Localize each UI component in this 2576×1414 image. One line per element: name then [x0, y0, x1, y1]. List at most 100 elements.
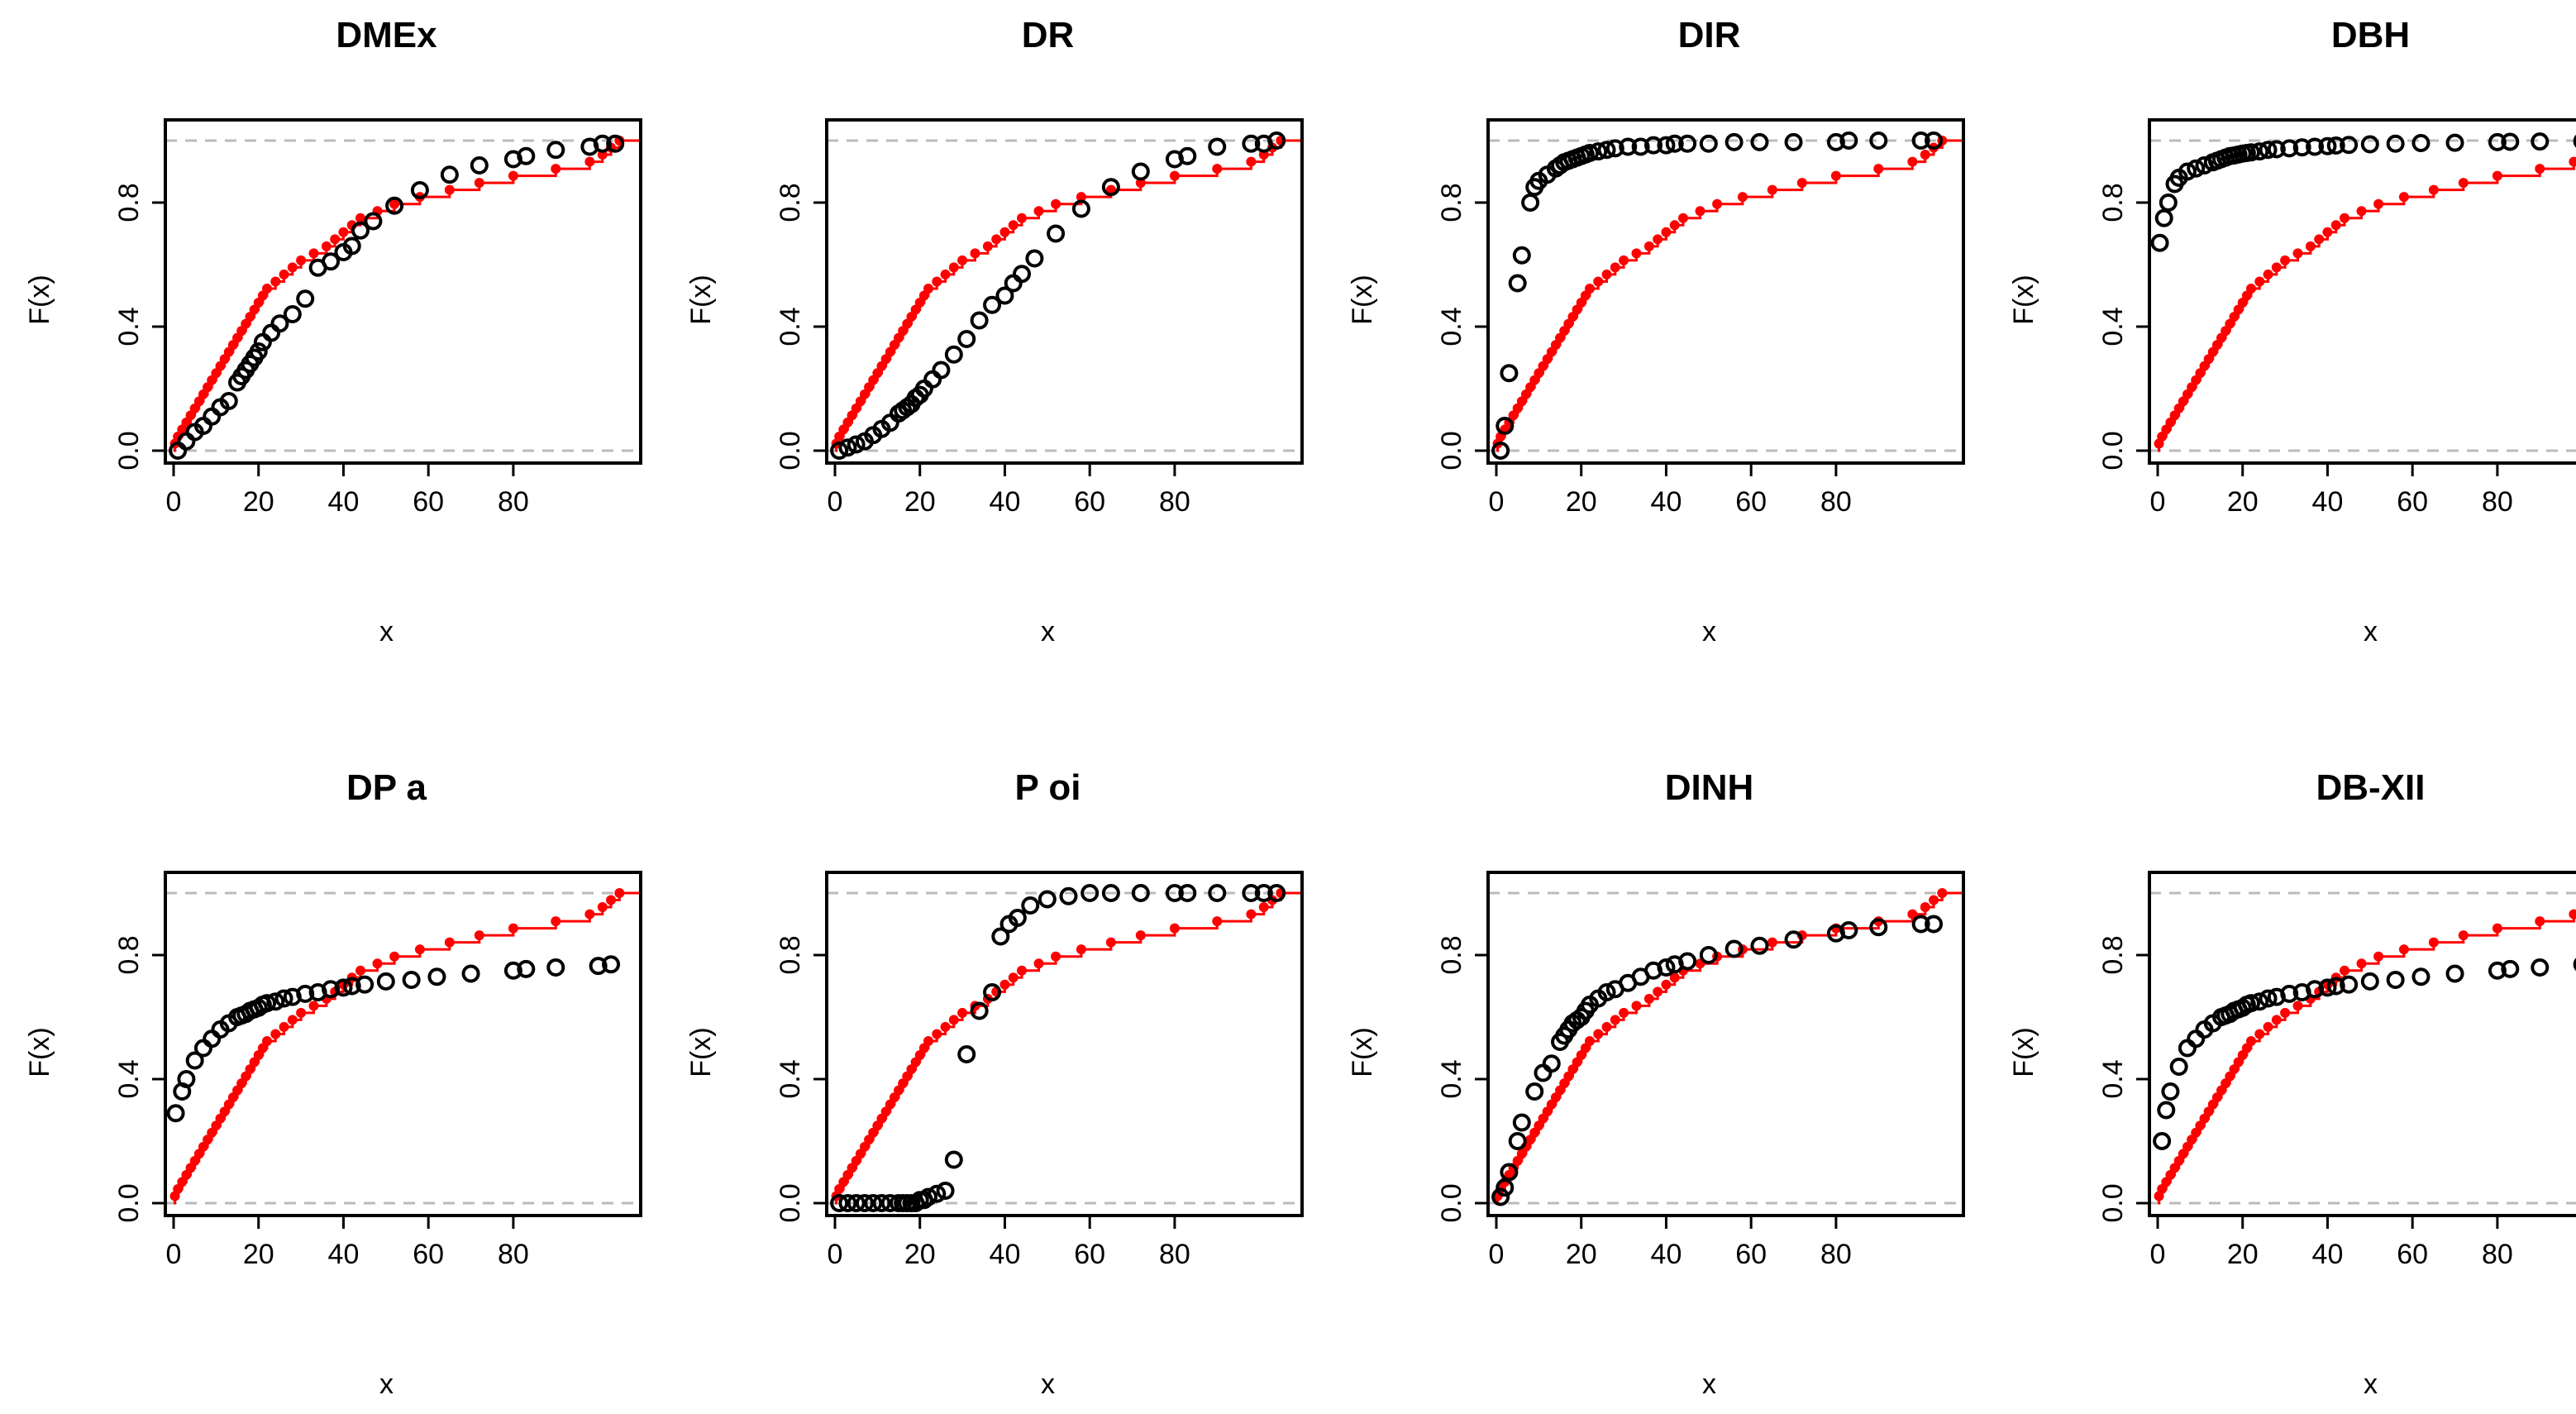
chart5-fitted-point-31: [1178, 884, 1197, 902]
chart4-empirical-point-39: [551, 916, 561, 927]
chart1-fitted-point-26: [1101, 178, 1120, 197]
chart1-x-tick-label-0: 0: [828, 486, 843, 518]
chart6-fitted-point-17: [1597, 983, 1616, 1001]
chart4-y-tick-label-1: 0.4: [113, 1059, 145, 1098]
chart6-fitted-point-24: [1678, 952, 1697, 971]
chart0-empirical-point-39: [551, 164, 561, 174]
chart6-fitted-point-6: [1534, 1063, 1553, 1082]
chart4-x-axis-label: x: [379, 1369, 394, 1400]
chart2-fitted-point-35: [1925, 131, 1944, 150]
chart7-panel: DB-XII 0 20 40 60 80 0.0 0.4 0.8 x F(x): [2008, 767, 2576, 1400]
chart4-empirical-point-23: [270, 1029, 281, 1039]
chart6-y-tick-label-2: 0.8: [1436, 935, 1467, 974]
chart3-empirical-point-33: [2356, 206, 2367, 217]
chart3-panel: DBH 0 20 40 60 80 0.0 0.4 0.8 x F(x): [2008, 15, 2576, 647]
chart7-empirical-point-33: [2356, 958, 2367, 969]
chart7-empirical-point-34: [2373, 951, 2384, 962]
chart5-panel: P oi 0 20 40 60 80 0.0 0.4 0.8 x F(x): [685, 767, 1304, 1400]
chart0-x-tick-label-4: 80: [498, 486, 529, 518]
chart5-fitted-point-5: [872, 1194, 891, 1212]
chart6-empirical-point-28: [1643, 993, 1654, 1004]
chart4-empirical-point-24: [279, 1021, 289, 1032]
chart6-fitted-point-31: [1869, 918, 1888, 937]
chart0-x-tick-label-0: 0: [166, 486, 182, 518]
chart1-x-axis-label: x: [1041, 616, 1055, 647]
chart3-fitted-point-34: [2573, 134, 2576, 148]
chart5-x-axis-label: x: [1041, 1369, 1055, 1400]
chart5-empirical-point-37: [1135, 930, 1146, 941]
chart3-empirical-point-31: [2330, 220, 2341, 231]
chart5-y-tick-label-0: 0.0: [775, 1183, 806, 1222]
chart3-fitted-point-22: [2292, 138, 2311, 157]
chart1-x-tick-label-2: 40: [990, 486, 1021, 518]
chart7-fitted-point-28: [2445, 964, 2464, 983]
chart0-y-axis-label: F(x): [24, 275, 55, 324]
chart1-empirical-point-27: [970, 248, 980, 259]
chart5-fitted-point-25: [1038, 890, 1057, 909]
chart2-fitted-point-4: [1512, 246, 1531, 265]
chart2-fitted-point-2: [1500, 364, 1519, 383]
chart1-fitted-point-19: [983, 295, 1002, 314]
chart7-fitted-point-2: [2161, 1082, 2180, 1101]
chart5-fitted-point-28: [1101, 884, 1120, 902]
chart2-x-tick-label-2: 40: [1651, 486, 1682, 518]
chart1-fitted-point-20: [995, 286, 1014, 305]
chart0-empirical-point-26: [296, 255, 307, 265]
chart0-fitted-point-33: [606, 134, 625, 153]
chart0-fitted-point-23: [364, 212, 383, 231]
chart3-empirical-point-34: [2373, 198, 2384, 209]
chart2-x-tick-label-1: 20: [1566, 486, 1597, 518]
chart6-empirical-point-26: [1619, 1007, 1629, 1018]
chart2-fitted-point-30: [1784, 132, 1803, 151]
chart2-empirical-point-40: [1907, 156, 1918, 167]
chart3-x-tick-label-0: 0: [2150, 486, 2166, 518]
chart5-fitted-point-29: [1131, 884, 1150, 902]
chart6-fitted-point-3: [1508, 1132, 1527, 1150]
chart3-x-tick-label-1: 20: [2227, 486, 2259, 518]
chart7-empirical-point-38: [2492, 923, 2502, 934]
chart6-fitted-point-26: [1724, 939, 1744, 958]
chart7-fitted-point-22: [2318, 978, 2337, 997]
chart2-empirical-step: [1496, 139, 1963, 452]
chart7-empirical-point-36: [2428, 937, 2439, 948]
chart2-fitted-point-20: [1605, 139, 1624, 158]
chart1-y-axis-label: F(x): [685, 275, 717, 324]
chart5-title: P oi: [1015, 767, 1081, 808]
chart6-empirical-point-23: [1593, 1029, 1604, 1039]
chart5-empirical-point-35: [1076, 944, 1086, 955]
chart4-x-tick-label-4: 80: [498, 1239, 529, 1270]
chart5-fitted-point-33: [1242, 884, 1261, 902]
chart7-fitted-point-17: [2259, 989, 2278, 1008]
chart0-fitted-point-29: [517, 146, 536, 165]
chart2-y-axis-label: F(x): [1347, 275, 1378, 324]
chart7-fitted-point-16: [2250, 992, 2269, 1011]
chart0-empirical-point-36: [444, 184, 455, 195]
chart6-empirical-point-40: [1907, 909, 1918, 920]
chart1-y-tick-label-2: 0.8: [775, 183, 806, 222]
chart6-y-axis-label: F(x): [1347, 1027, 1378, 1077]
chart6-panel: DINH 0 20 40 60 80 0.0 0.4 0.8 x F(x): [1347, 767, 1965, 1400]
chart3-empirical-point-24: [2263, 269, 2273, 279]
chart6-fitted-point-32: [1911, 915, 1930, 934]
chart1-title: DR: [1022, 15, 1075, 55]
chart4-empirical-point-22: [262, 1035, 272, 1046]
chart5-fitted-point-4: [864, 1194, 883, 1212]
chart4-plot-frame: [164, 871, 642, 1217]
chart2-x-tick-label-4: 80: [1820, 486, 1852, 518]
chart1-fitted-point-23: [1025, 249, 1044, 268]
chart1-empirical-point-38: [1169, 170, 1180, 181]
chart6-fitted-point-5: [1525, 1082, 1544, 1101]
chart2-fitted-point-1: [1496, 417, 1515, 435]
chart4-empirical-point-41: [597, 902, 608, 913]
chart3-empirical-point-32: [2340, 213, 2349, 223]
chart1-fitted-point-31: [1242, 134, 1261, 153]
chart5-empirical-point-33: [1033, 958, 1044, 969]
chart4-fitted-point-21: [322, 980, 341, 999]
chart4-fitted-point-17: [274, 989, 293, 1008]
chart3-y-tick-label-0: 0.0: [2097, 431, 2129, 470]
chart1-empirical-point-39: [1212, 164, 1223, 174]
chart4-fitted-point-28: [461, 964, 480, 983]
chart7-empirical-point-24: [2263, 1021, 2273, 1032]
chart2-empirical-point-38: [1830, 170, 1841, 181]
chart5-fitted-point-21: [991, 927, 1010, 946]
